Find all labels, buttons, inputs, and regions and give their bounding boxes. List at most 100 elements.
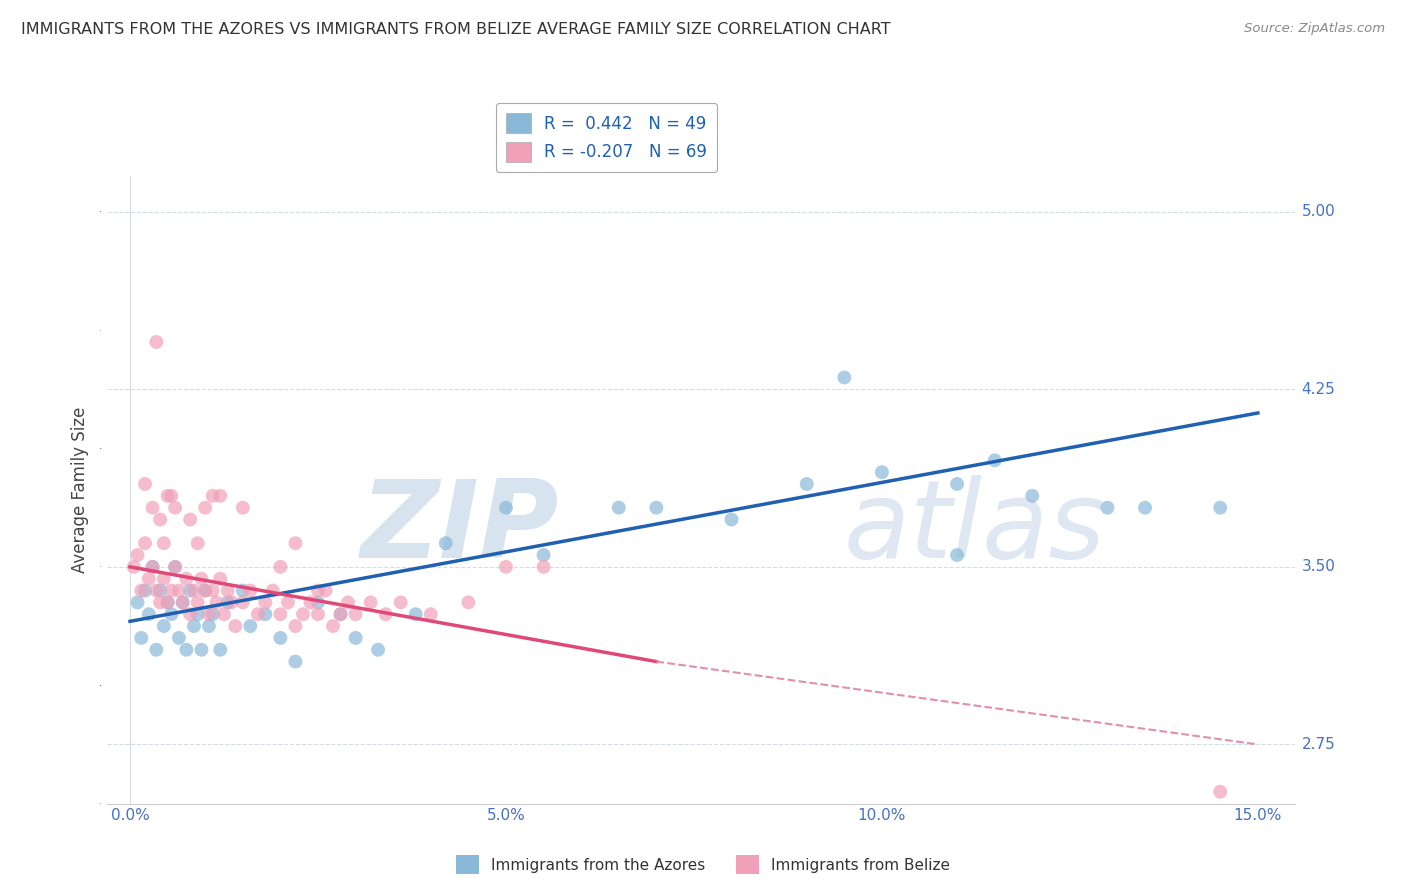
Point <box>209 489 232 503</box>
Point <box>870 465 893 479</box>
Point <box>145 642 167 657</box>
Point <box>495 500 517 515</box>
Point <box>194 583 217 598</box>
Point <box>269 560 291 574</box>
Point <box>187 536 209 550</box>
Point <box>246 607 269 622</box>
Point <box>232 583 254 598</box>
Point <box>254 607 277 622</box>
Point <box>344 631 367 645</box>
Point <box>190 572 212 586</box>
Point <box>495 560 517 574</box>
Point <box>165 560 187 574</box>
Point <box>201 489 224 503</box>
Point <box>269 607 291 622</box>
Point <box>187 607 209 622</box>
Point <box>315 583 337 598</box>
Point <box>156 595 179 609</box>
Point <box>533 548 555 562</box>
Point <box>209 642 232 657</box>
Point <box>232 500 254 515</box>
Point <box>176 642 198 657</box>
Point <box>156 595 179 609</box>
Point <box>198 607 221 622</box>
Point <box>946 477 969 491</box>
Point <box>167 631 190 645</box>
Point <box>284 619 307 633</box>
Point <box>329 607 352 622</box>
Point <box>291 607 314 622</box>
Point <box>607 500 630 515</box>
Point <box>187 595 209 609</box>
Text: 3.50: 3.50 <box>1302 559 1336 574</box>
Point <box>179 583 201 598</box>
Point <box>160 607 183 622</box>
Point <box>134 477 156 491</box>
Point <box>129 631 152 645</box>
Point <box>337 595 360 609</box>
Point <box>374 607 396 622</box>
Point <box>165 500 187 515</box>
Point <box>209 572 232 586</box>
Point <box>205 595 228 609</box>
Point <box>217 595 239 609</box>
Y-axis label: Average Family Size: Average Family Size <box>72 407 89 574</box>
Point <box>434 536 457 550</box>
Point <box>183 583 205 598</box>
Point <box>149 583 172 598</box>
Point <box>172 595 194 609</box>
Point <box>239 619 262 633</box>
Point <box>224 619 246 633</box>
Point <box>212 607 235 622</box>
Point <box>201 583 224 598</box>
Point <box>389 595 412 609</box>
Point <box>1133 500 1156 515</box>
Point <box>645 500 668 515</box>
Point <box>1097 500 1119 515</box>
Point <box>232 595 254 609</box>
Point <box>344 607 367 622</box>
Point <box>160 489 183 503</box>
Point <box>720 512 742 526</box>
Point <box>367 642 389 657</box>
Legend: Immigrants from the Azores, Immigrants from Belize: Immigrants from the Azores, Immigrants f… <box>450 849 956 880</box>
Point <box>156 489 179 503</box>
Point <box>307 583 329 598</box>
Legend: R =  0.442   N = 49, R = -0.207   N = 69: R = 0.442 N = 49, R = -0.207 N = 69 <box>496 103 717 172</box>
Point <box>360 595 382 609</box>
Point <box>134 536 156 550</box>
Point <box>127 595 149 609</box>
Point <box>796 477 818 491</box>
Point <box>127 548 149 562</box>
Point <box>419 607 441 622</box>
Text: 2.75: 2.75 <box>1302 737 1336 752</box>
Point <box>149 512 172 526</box>
Point <box>145 583 167 598</box>
Point <box>153 572 176 586</box>
Point <box>179 607 201 622</box>
Point <box>149 595 172 609</box>
Point <box>405 607 427 622</box>
Point <box>262 583 284 598</box>
Point <box>142 560 165 574</box>
Point <box>221 595 243 609</box>
Text: Source: ZipAtlas.com: Source: ZipAtlas.com <box>1244 22 1385 36</box>
Point <box>129 583 152 598</box>
Point <box>172 595 194 609</box>
Point <box>122 560 145 574</box>
Point <box>277 595 299 609</box>
Point <box>322 619 344 633</box>
Point <box>1021 489 1043 503</box>
Text: 4.25: 4.25 <box>1302 382 1336 397</box>
Point <box>269 631 291 645</box>
Point <box>179 512 201 526</box>
Point <box>834 370 856 384</box>
Point <box>1209 785 1232 799</box>
Point <box>201 607 224 622</box>
Text: 5.00: 5.00 <box>1302 204 1336 219</box>
Point <box>284 655 307 669</box>
Point <box>153 619 176 633</box>
Point <box>198 619 221 633</box>
Point <box>167 583 190 598</box>
Point <box>1209 500 1232 515</box>
